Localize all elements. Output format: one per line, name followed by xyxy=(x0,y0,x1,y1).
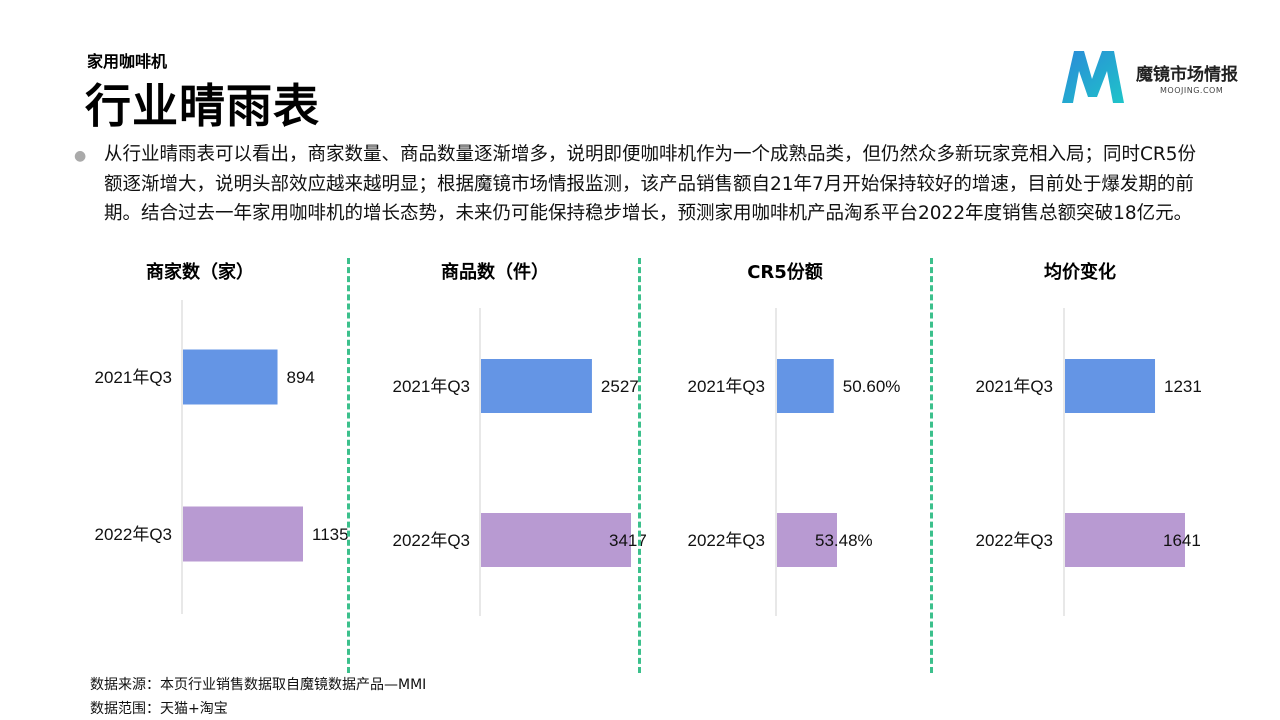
chart-panel-cr5: CR5份额 2021年Q3 50.60% 2022年Q3 53.48% xyxy=(640,258,930,668)
chart-panel-products: 商品数（件） 2021年Q3 2527 2022年Q3 3417 xyxy=(350,258,647,668)
logo-domain: MOOJING.COM xyxy=(1160,86,1224,95)
chart-svg: 2021年Q3 1231 2022年Q3 1641 xyxy=(976,308,1202,616)
category-label: 2022年Q3 xyxy=(688,531,766,550)
chart-title: CR5份额 xyxy=(747,262,823,283)
chart-panel-avg-price: 均价变化 2021年Q3 1231 2022年Q3 1641 xyxy=(930,258,1230,668)
data-label: 53.48% xyxy=(815,531,873,550)
data-label: 3417 xyxy=(609,531,647,550)
data-label: 50.60% xyxy=(843,377,901,396)
category-label: 2022年Q3 xyxy=(95,525,173,544)
category-label: 2021年Q3 xyxy=(688,377,766,396)
data-label: 894 xyxy=(287,368,315,387)
chart-svg: 2021年Q3 894 2022年Q3 1135 xyxy=(95,300,349,614)
category-label: 2021年Q3 xyxy=(95,368,173,387)
chart-title: 商家数（家） xyxy=(146,262,254,283)
bar xyxy=(777,513,837,567)
page-title: 行业晴雨表 xyxy=(85,79,320,133)
panel-divider xyxy=(347,258,350,673)
bar xyxy=(1065,359,1156,413)
bullet-icon: ● xyxy=(74,148,87,164)
data-label: 1641 xyxy=(1163,531,1201,550)
section-subtitle: 家用咖啡机 xyxy=(87,52,168,71)
logo-name: 魔镜市场情报 xyxy=(1136,65,1238,85)
brand-logo: 魔镜市场情报 MOOJING.COM xyxy=(1058,45,1258,107)
panel-divider xyxy=(930,258,933,673)
category-label: 2021年Q3 xyxy=(976,377,1054,396)
bar xyxy=(481,513,631,567)
bar xyxy=(183,349,278,405)
category-label: 2022年Q3 xyxy=(393,531,471,550)
bar xyxy=(481,359,592,413)
bar xyxy=(777,359,834,413)
footer-source: 数据来源：本页行业销售数据取自魔镜数据产品—MMI xyxy=(90,677,427,693)
chart-title: 均价变化 xyxy=(1044,262,1116,283)
bar xyxy=(1065,513,1185,567)
data-label: 2527 xyxy=(601,377,639,396)
bar xyxy=(183,506,303,562)
data-label: 1135 xyxy=(312,525,349,544)
panel-divider xyxy=(638,258,641,673)
data-label: 1231 xyxy=(1164,377,1202,396)
chart-svg: 2021年Q3 50.60% 2022年Q3 53.48% xyxy=(688,308,901,616)
logo-m-icon xyxy=(1062,51,1124,103)
description-text: 从行业晴雨表可以看出，商家数量、商品数量逐渐增多，说明即便咖啡机作为一个成熟品类… xyxy=(104,144,1197,224)
category-label: 2021年Q3 xyxy=(393,377,471,396)
category-label: 2022年Q3 xyxy=(976,531,1054,550)
chart-title: 商品数（件） xyxy=(441,262,549,283)
chart-svg: 2021年Q3 2527 2022年Q3 3417 xyxy=(393,308,647,616)
chart-panel-merchants: 商家数（家） 2021年Q3 894 2022年Q3 1135 xyxy=(55,258,349,668)
footer-scope: 数据范围：天猫+淘宝 xyxy=(90,701,228,717)
